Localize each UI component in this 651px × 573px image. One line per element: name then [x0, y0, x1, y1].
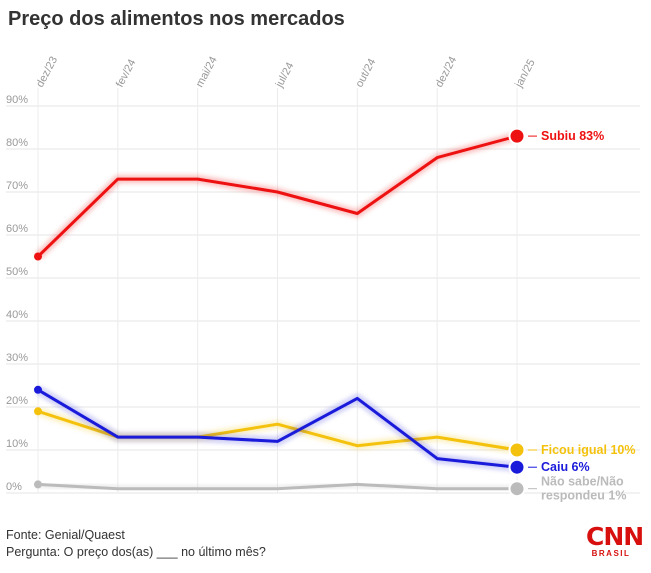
series-label: Ficou igual 10% [541, 443, 635, 457]
x-tick-label: out/24 [353, 57, 378, 90]
y-tick-label: 90% [6, 94, 28, 106]
series-labels: Subiu 83% Ficou igual 10% Caiu 6%Não sabe/… [528, 129, 635, 503]
series-end-point [508, 458, 526, 476]
y-tick-label: 70% [6, 180, 28, 192]
series-label: Caiu 6% [541, 460, 590, 474]
series-layer [34, 127, 526, 498]
series-start-point [34, 252, 42, 261]
series-end-point [508, 441, 526, 459]
gridlines [6, 88, 640, 494]
logo-main-text: CNN [586, 522, 644, 551]
x-tick-label: dez/23 [34, 55, 60, 90]
series-label: Subiu 83% [541, 129, 604, 143]
x-tick-label: jan/25 [513, 57, 538, 90]
series-line [36, 482, 519, 491]
series-label: Não sabe/Não [541, 475, 624, 489]
series-line [36, 388, 519, 469]
series-end-point [508, 127, 526, 145]
y-tick-label: 10% [6, 438, 28, 450]
x-axis: dez/23 fev/24 mai/24 jul/24 out/24 dez/24 jan/… [34, 55, 538, 91]
series-end-point [508, 480, 526, 498]
series-line [36, 134, 519, 258]
y-tick-label: 30% [6, 352, 28, 364]
y-tick-label: 50% [6, 266, 28, 278]
chart-title: Preço dos alimentos nos mercados [8, 8, 345, 30]
x-tick-label: jul/24 [273, 61, 296, 91]
chart-footer: Fonte: Genial/Quaest Pergunta: O preço d… [6, 527, 266, 561]
source-text: Fonte: Genial/Quaest [6, 528, 125, 542]
series-start-point [34, 385, 42, 394]
y-tick-label: 0% [6, 481, 22, 493]
cnn-brasil-logo: CNN BRASIL [586, 522, 644, 559]
y-tick-label: 60% [6, 223, 28, 235]
series-start-point [34, 407, 42, 416]
x-tick-label: fev/24 [114, 57, 139, 89]
y-tick-label: 20% [6, 395, 28, 407]
y-axis: 0% 10% 20% 30% 40% 50% 60% 70% 80% 90% [6, 94, 28, 493]
y-tick-label: 80% [6, 137, 28, 149]
logo-sub-text: BRASIL [591, 549, 631, 558]
x-tick-label: dez/24 [433, 55, 459, 90]
x-tick-label: mai/24 [194, 55, 220, 90]
y-tick-label: 40% [6, 309, 28, 321]
question-text: Pergunta: O preço dos(as) ___ no último … [6, 545, 266, 559]
series-start-point [34, 480, 42, 489]
series-label: respondeu 1% [541, 489, 626, 503]
